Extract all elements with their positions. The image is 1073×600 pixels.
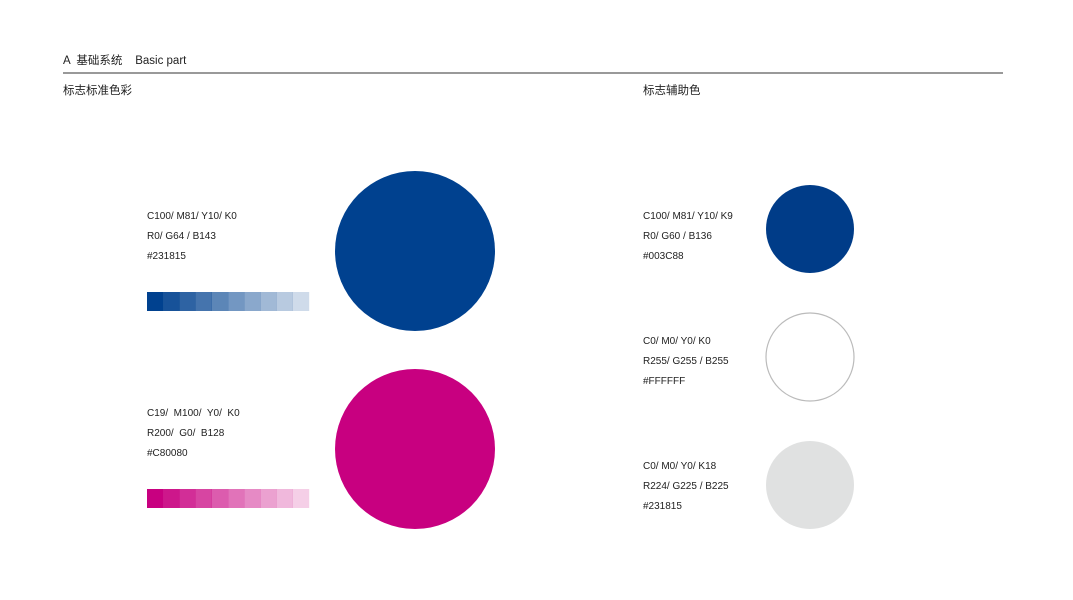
tint-swatch bbox=[228, 292, 245, 311]
color-spec: C100/ M81/ Y10/ K0 bbox=[147, 211, 237, 222]
color-spec: #003C88 bbox=[643, 251, 684, 262]
color-spec: #231815 bbox=[643, 501, 682, 512]
tint-swatch bbox=[244, 489, 261, 508]
tint-swatch bbox=[147, 292, 164, 311]
tint-swatch bbox=[211, 489, 229, 508]
color-spec: R200/ G0/ B128 bbox=[147, 428, 225, 439]
tint-swatch bbox=[292, 292, 310, 311]
section-title: 标志辅助色 bbox=[643, 85, 701, 97]
header-title: A 基础系统 Basic part bbox=[63, 55, 187, 67]
tint-swatch bbox=[228, 489, 245, 508]
tint-swatch bbox=[195, 292, 212, 311]
color-spec: C0/ M0/ Y0/ K18 bbox=[643, 461, 717, 472]
color-spec: #FFFFFF bbox=[643, 376, 686, 387]
tint-swatch bbox=[147, 489, 164, 508]
color-spec: #231815 bbox=[147, 251, 186, 262]
tint-swatch bbox=[179, 292, 196, 311]
tint-swatch bbox=[260, 292, 277, 311]
color-spec: C0/ M0/ Y0/ K0 bbox=[643, 336, 711, 347]
tint-swatch bbox=[163, 489, 180, 508]
tint-swatch bbox=[292, 489, 310, 508]
color-spec: R0/ G64 / B143 bbox=[147, 231, 216, 242]
color-spec: C100/ M81/ Y10/ K9 bbox=[643, 211, 733, 222]
color-circle bbox=[766, 185, 854, 273]
tint-swatch bbox=[195, 489, 212, 508]
color-circle bbox=[765, 312, 855, 402]
color-spec: R255/ G255 / B255 bbox=[643, 356, 729, 367]
color-spec: R224/ G225 / B225 bbox=[643, 481, 729, 492]
tint-swatch bbox=[276, 489, 293, 508]
color-circle bbox=[335, 369, 495, 529]
color-circle bbox=[766, 441, 854, 529]
tint-swatch bbox=[179, 489, 196, 508]
color-spec: #C80080 bbox=[147, 448, 188, 459]
tint-swatch bbox=[260, 489, 277, 508]
color-circle bbox=[335, 171, 495, 331]
tint-swatch bbox=[163, 292, 180, 311]
color-spec: C19/ M100/ Y0/ K0 bbox=[147, 408, 240, 419]
tint-swatch bbox=[276, 292, 293, 311]
color-spec: R0/ G60 / B136 bbox=[643, 231, 712, 242]
section-title: 标志标准色彩 bbox=[63, 85, 132, 97]
tint-swatch bbox=[211, 292, 229, 311]
tint-swatch bbox=[244, 292, 261, 311]
